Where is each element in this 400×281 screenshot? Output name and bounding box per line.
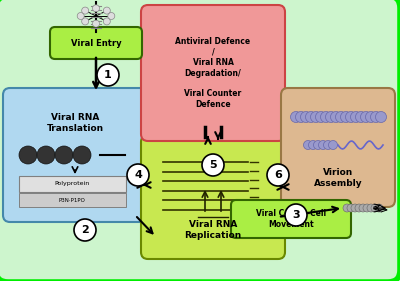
Circle shape [290, 112, 302, 123]
Circle shape [103, 18, 110, 25]
Text: 6: 6 [274, 170, 282, 180]
Text: P3N·P1PO: P3N·P1PO [58, 198, 86, 203]
Text: Viral RNA
Replication: Viral RNA Replication [184, 220, 242, 240]
Circle shape [304, 140, 312, 149]
Circle shape [92, 5, 100, 12]
Circle shape [371, 204, 379, 212]
Circle shape [336, 112, 346, 123]
FancyBboxPatch shape [3, 88, 147, 222]
Circle shape [330, 112, 342, 123]
FancyBboxPatch shape [141, 5, 285, 141]
Circle shape [366, 112, 376, 123]
Circle shape [300, 112, 312, 123]
Circle shape [363, 204, 371, 212]
Circle shape [74, 219, 96, 241]
Circle shape [77, 12, 84, 19]
Text: Viral Entry: Viral Entry [71, 38, 121, 47]
Circle shape [375, 204, 383, 212]
Circle shape [359, 204, 367, 212]
Circle shape [351, 204, 359, 212]
FancyBboxPatch shape [19, 193, 126, 207]
Circle shape [376, 112, 386, 123]
Text: 3: 3 [292, 210, 300, 220]
Text: Virion
Assembly: Virion Assembly [314, 168, 362, 188]
Text: 1: 1 [104, 70, 112, 80]
Text: Polyprotein: Polyprotein [54, 182, 90, 187]
Circle shape [320, 112, 332, 123]
Circle shape [73, 146, 91, 164]
Circle shape [55, 146, 73, 164]
Circle shape [343, 204, 351, 212]
Circle shape [82, 18, 89, 25]
Circle shape [346, 112, 356, 123]
Circle shape [92, 20, 100, 27]
Circle shape [103, 7, 110, 14]
Circle shape [324, 140, 332, 149]
Circle shape [356, 112, 366, 123]
FancyBboxPatch shape [231, 200, 351, 238]
Text: 2: 2 [81, 225, 89, 235]
Text: Viral Cell-to-Cell
Movement: Viral Cell-to-Cell Movement [256, 209, 326, 229]
Circle shape [355, 204, 363, 212]
Text: 5: 5 [209, 160, 217, 170]
Circle shape [310, 112, 322, 123]
Text: 4: 4 [134, 170, 142, 180]
Circle shape [328, 140, 338, 149]
FancyBboxPatch shape [50, 27, 142, 59]
Circle shape [285, 204, 307, 226]
Circle shape [296, 112, 306, 123]
Circle shape [370, 112, 382, 123]
FancyBboxPatch shape [281, 88, 395, 207]
Circle shape [367, 204, 375, 212]
Circle shape [37, 146, 55, 164]
Circle shape [347, 204, 355, 212]
Circle shape [314, 140, 322, 149]
Circle shape [19, 146, 37, 164]
Circle shape [108, 12, 115, 19]
Text: Viral RNA
Translation: Viral RNA Translation [46, 113, 104, 133]
Circle shape [82, 7, 89, 14]
Circle shape [340, 112, 352, 123]
Circle shape [202, 154, 224, 176]
Circle shape [318, 140, 328, 149]
FancyBboxPatch shape [141, 135, 285, 259]
Circle shape [306, 112, 316, 123]
Circle shape [350, 112, 362, 123]
Circle shape [267, 164, 289, 186]
Text: Antiviral Defence
/
Viral RNA
Degradation/

Viral Counter
Defence: Antiviral Defence / Viral RNA Degradatio… [176, 37, 250, 109]
FancyBboxPatch shape [19, 176, 126, 192]
Circle shape [326, 112, 336, 123]
Circle shape [127, 164, 149, 186]
Circle shape [360, 112, 372, 123]
Circle shape [316, 112, 326, 123]
Circle shape [97, 64, 119, 86]
Circle shape [308, 140, 318, 149]
